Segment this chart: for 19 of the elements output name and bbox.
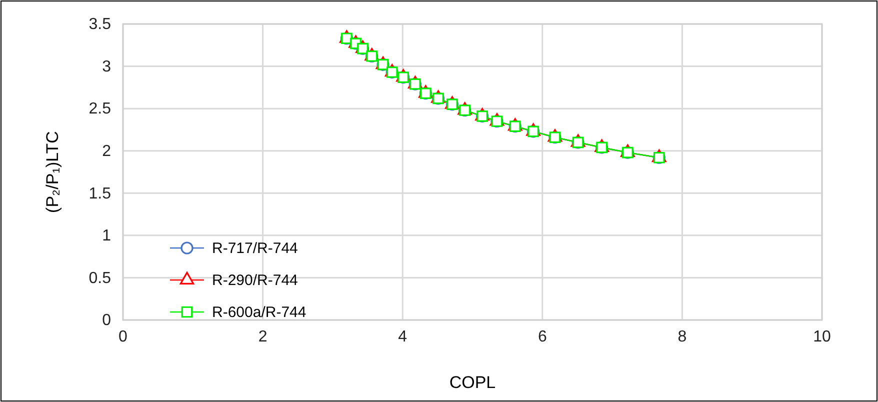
y-tick-label: 1.5: [88, 185, 112, 202]
x-tick-label: 2: [258, 328, 268, 346]
y-tick-label: 3: [102, 58, 112, 76]
y-tick-label: 0.5: [88, 270, 112, 287]
x-tick-label: 8: [678, 328, 687, 346]
y-tick-label: 1: [102, 228, 112, 245]
y-tick-label: 2.5: [88, 100, 112, 118]
y-axis-title: (P₂/P₁)LTC: [43, 131, 62, 213]
y-tick-label: 0: [102, 312, 112, 330]
x-tick-label: 6: [538, 328, 547, 346]
y-tick-label: 2: [102, 142, 112, 160]
y-tick-label: 3.5: [88, 16, 112, 34]
legend-label: R-290/R-744: [212, 272, 298, 289]
x-tick-label: 10: [813, 328, 831, 346]
x-tick-label: 0: [118, 328, 128, 346]
x-axis-title: COPL: [449, 373, 496, 392]
x-tick-label: 4: [398, 328, 408, 346]
legend-label: R-717/R-744: [212, 240, 298, 257]
legend-label: R-600a/R-744: [212, 304, 306, 321]
